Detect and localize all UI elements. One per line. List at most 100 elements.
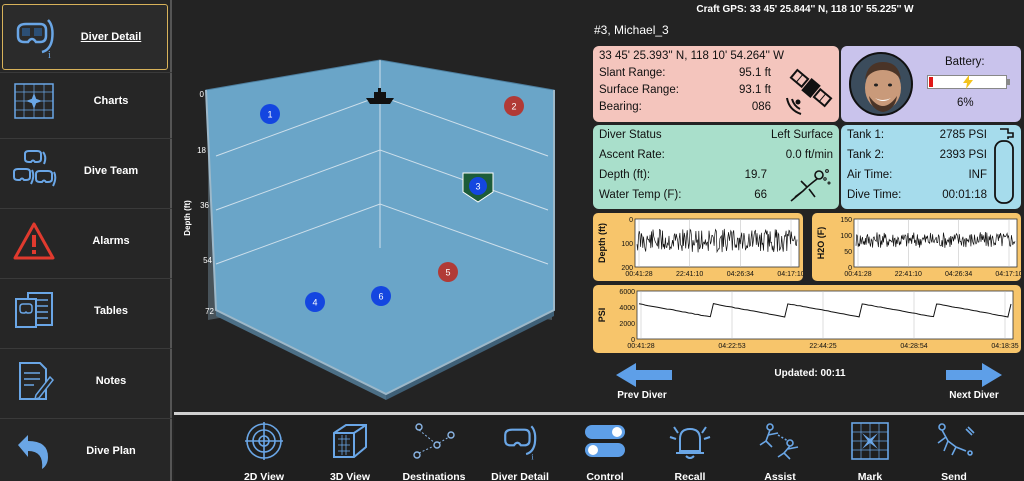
y-tick-label: 150	[840, 217, 852, 224]
svg-text:5: 5	[445, 268, 450, 278]
series-line	[638, 303, 1012, 318]
notes-icon	[6, 353, 62, 409]
tool-3d-view[interactable]: 3D View	[308, 421, 392, 481]
sidebar-item-dive-team[interactable]: Dive Team	[2, 138, 168, 204]
tool-label: Diver Detail	[491, 471, 549, 481]
y-tick-label: 200	[621, 265, 633, 272]
diver-name: #3, Michael_3	[594, 23, 669, 37]
chart-grid-icon	[6, 73, 62, 129]
x-tick-label: 04:17:10	[777, 271, 803, 278]
3d-view[interactable]: Depth (ft) 0 18 36 54 72 1 2 3 4	[176, 20, 586, 410]
tank1-label: Tank 1:	[847, 129, 885, 141]
divider	[0, 72, 172, 73]
swimming-diver-icon	[787, 167, 831, 208]
diver-marker-6[interactable]: 6	[371, 286, 391, 306]
svg-text:3: 3	[475, 182, 480, 192]
divider	[0, 418, 172, 419]
air-time-value: INF	[968, 169, 987, 181]
surface-range-label: Surface Range:	[599, 84, 679, 96]
tables-icon	[6, 283, 62, 339]
sidebar-item-alarms[interactable]: Alarms	[2, 208, 168, 274]
x-tick-label: 04:28:54	[900, 343, 927, 350]
y-axis-label: Depth (ft)	[597, 223, 607, 263]
diver-marker-3[interactable]: 3	[462, 172, 494, 203]
h2o-chart[interactable]: H2O (F) 150 100 50 0 00:41:28 22:41:10 04:26:34…	[812, 213, 1023, 281]
tool-control[interactable]: Control	[563, 421, 647, 481]
recall-bell-icon	[648, 421, 732, 461]
tool-send[interactable]: Send	[912, 421, 996, 481]
prev-diver-label: Prev Diver	[617, 390, 667, 401]
tool-label: 3D View	[329, 471, 371, 481]
tool-assist[interactable]: Assist	[738, 421, 822, 481]
tool-label: Destinations	[402, 471, 466, 481]
svg-text:1: 1	[267, 110, 272, 120]
depth-tick: 54	[203, 256, 212, 265]
prev-diver-button[interactable]: Prev Diver	[602, 360, 682, 404]
tool-label: Send	[941, 471, 967, 481]
x-tick-label: 04:17:10	[995, 271, 1021, 278]
next-diver-button[interactable]: Next Diver	[934, 360, 1014, 404]
sidebar-item-label: Dive Team	[83, 165, 139, 177]
y-axis-label: PSI	[597, 308, 607, 323]
tool-label: Assist	[764, 471, 796, 481]
diver-marker-4[interactable]: 4	[305, 292, 325, 312]
left-arrow-icon	[616, 363, 672, 387]
sidebar-item-tables[interactable]: Tables	[2, 278, 168, 344]
tool-label: Recall	[674, 471, 706, 481]
tank-card: Tank 1: 2785 PSI Tank 2: 2393 PSI Air Time…	[841, 125, 1021, 209]
sidebar-item-dive-plan[interactable]: Dive Plan	[2, 418, 168, 481]
x-tick-label: 22:41:10	[895, 271, 922, 278]
updated-status: Updated: 00:11	[774, 368, 846, 379]
y-tick-label: 4000	[619, 305, 635, 312]
sidebar-item-label: Tables	[93, 305, 129, 317]
dive-team-icon	[6, 143, 62, 199]
diver-marker-1[interactable]: 1	[260, 104, 280, 124]
battery-label: Battery:	[945, 56, 985, 68]
svg-text:i: i	[48, 50, 51, 60]
psi-chart[interactable]: PSI 6000 4000 2000 0 00:41:28 04:22:53 22:44:25…	[593, 285, 1021, 353]
y-tick-label: 2000	[619, 321, 635, 328]
x-tick-label: 22:44:25	[809, 343, 836, 350]
sidebar-item-label: Notes	[95, 375, 127, 387]
battery-value: 6%	[957, 97, 974, 109]
svg-text:6: 6	[378, 292, 383, 302]
battery-gauge	[927, 75, 1010, 89]
divider	[0, 208, 172, 209]
water-temp-label: Water Temp (F):	[599, 189, 682, 201]
ascent-rate-label: Ascent Rate:	[599, 149, 665, 161]
water-temp-value: 66	[754, 189, 767, 201]
sidebar: i Diver Detail Charts	[0, 0, 172, 481]
y-tick-label: 6000	[619, 289, 635, 296]
svg-text:2: 2	[511, 102, 516, 112]
x-tick-label: 04:18:35	[991, 343, 1018, 350]
tank-icon	[991, 127, 1017, 210]
diver-marker-2[interactable]: 2	[504, 96, 524, 116]
satellite-icon	[783, 64, 833, 121]
dive-time-value: 00:01:18	[942, 189, 987, 201]
sidebar-item-charts[interactable]: Charts	[2, 68, 168, 134]
return-arrow-icon	[6, 423, 62, 479]
depth-tick: 36	[200, 201, 209, 210]
boat-icon	[366, 88, 394, 104]
toggle-control-icon	[563, 421, 647, 461]
depth-chart[interactable]: Depth (ft) 0 100 200 00:41:28 22:41:10 04:26:3…	[593, 213, 805, 281]
tool-mark[interactable]: Mark	[828, 421, 912, 481]
tool-recall[interactable]: Recall	[648, 421, 732, 481]
mark-icon	[828, 421, 912, 461]
y-tick-label: 50	[844, 249, 852, 256]
sidebar-item-label: Alarms	[92, 235, 130, 247]
diver-status-value: Left Surface	[770, 129, 833, 141]
diver-avatar	[849, 52, 913, 116]
tool-label: 2D View	[243, 471, 285, 481]
sidebar-item-notes[interactable]: Notes	[2, 348, 168, 414]
craft-gps: Craft GPS: 33 45' 25.844'' N, 118 10' 55…	[696, 4, 914, 15]
svg-text:i: i	[531, 451, 534, 461]
diver-marker-5[interactable]: 5	[438, 262, 458, 282]
y-tick-label: 100	[840, 233, 852, 240]
sidebar-item-diver-detail[interactable]: i Diver Detail	[2, 4, 168, 70]
x-tick-label: 00:41:28	[625, 271, 652, 278]
x-tick-label: 04:26:34	[945, 271, 972, 278]
tool-2d-view[interactable]: 2D View	[222, 421, 306, 481]
tool-destinations[interactable]: Destinations	[392, 421, 476, 481]
tool-diver-detail[interactable]: i Diver Detail	[478, 421, 562, 481]
